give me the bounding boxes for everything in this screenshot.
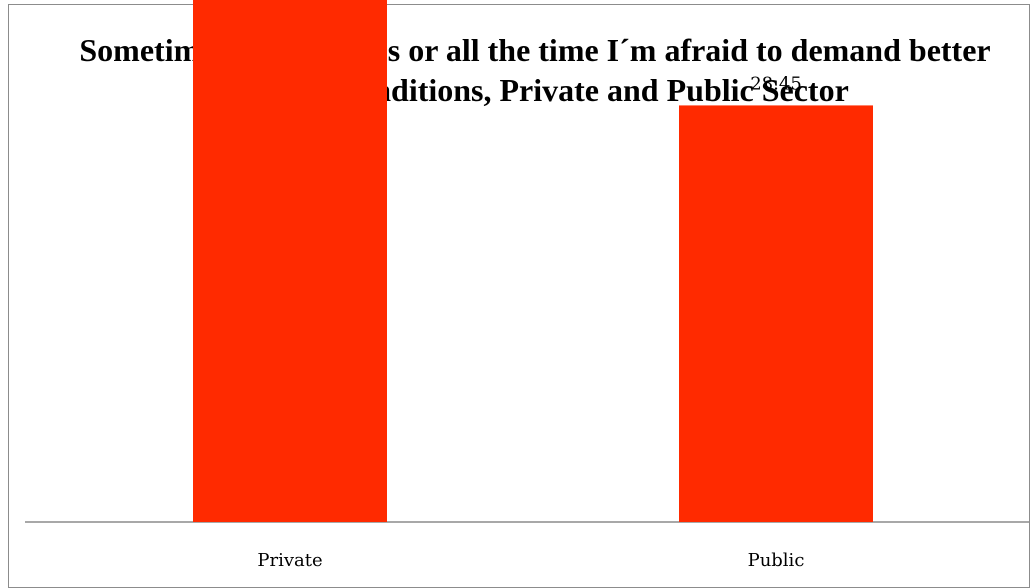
bar-public	[679, 105, 873, 522]
bar-private	[193, 0, 387, 522]
x-tick-label-private: Private	[257, 550, 322, 571]
x-tick-label-public: Public	[748, 550, 805, 571]
data-label-public: 28.45	[750, 73, 802, 94]
